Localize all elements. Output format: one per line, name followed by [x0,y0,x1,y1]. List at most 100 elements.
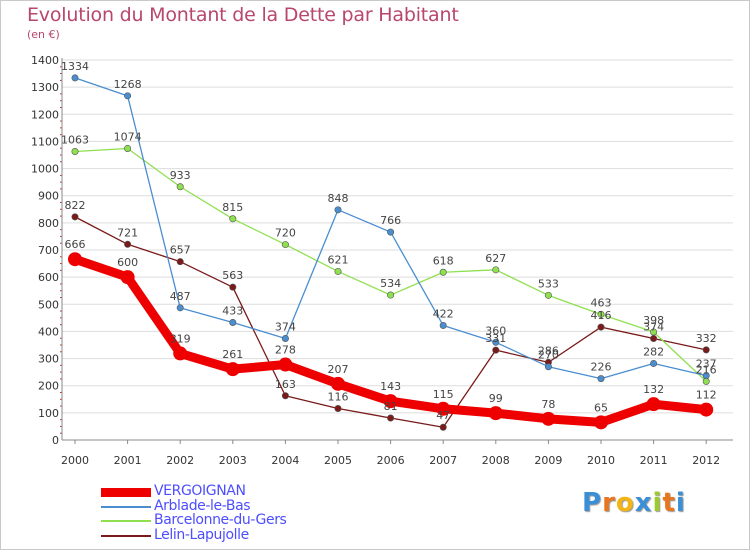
data-point [544,363,552,371]
y-tick-label: 200 [38,380,59,393]
data-point [124,144,132,152]
data-label: 822 [65,199,86,212]
legend-swatch [101,534,151,537]
data-label: 112 [696,389,717,402]
y-tick-label: 300 [38,353,59,366]
data-point [229,318,237,326]
x-tick-label: 2000 [61,454,89,467]
data-point [650,359,658,367]
data-label: 1334 [61,60,89,73]
data-label: 99 [489,392,503,405]
data-point [278,357,293,372]
data-label: 270 [538,349,559,362]
data-label: 657 [170,244,191,257]
data-label: 433 [222,304,243,317]
data-label: 720 [275,227,296,240]
data-label: 65 [594,401,608,414]
data-point [229,215,237,223]
x-tick-label: 2011 [640,454,668,467]
data-label: 226 [591,361,612,374]
data-label: 319 [170,332,191,345]
data-point [334,206,342,214]
y-tick-label: 900 [38,190,59,203]
data-label: 422 [433,307,454,320]
data-point [699,402,714,417]
y-tick-label: 400 [38,325,59,338]
data-label: 360 [485,324,506,337]
data-point [544,291,552,299]
proxiti-logo: Proxiti [582,488,686,518]
x-tick-label: 2003 [219,454,247,467]
data-label: 374 [275,320,296,333]
data-point [71,147,79,155]
y-tick-label: 1400 [31,54,59,67]
legend-swatch [101,520,151,522]
data-point [650,334,658,342]
data-point [439,268,447,276]
logo-letter: t [662,488,676,518]
data-point [383,394,398,409]
data-label: 115 [433,388,454,401]
legend-label: Lelin-Lapujolle [154,526,249,543]
data-label: 143 [380,380,401,393]
y-tick-label: 500 [38,298,59,311]
data-point [594,415,608,430]
data-point [439,423,447,431]
grid-layer [62,59,733,414]
data-point [597,310,605,318]
x-tick-label: 2009 [534,454,562,467]
data-point [650,328,658,336]
data-point [334,405,342,413]
logo-letter: i [652,488,663,518]
x-tick-label: 2012 [692,454,720,467]
data-point [71,74,79,82]
data-label: 207 [328,363,349,376]
data-point [646,397,661,412]
legend-swatch [101,488,151,497]
data-point [124,240,132,248]
data-point [702,372,710,380]
data-label: 278 [275,344,296,357]
y-tick-label: 800 [38,217,59,230]
data-label: 533 [538,277,559,290]
y-tick-label: 600 [38,271,59,284]
logo-letter: r [602,488,616,518]
data-point [387,291,395,299]
data-point [281,241,289,249]
data-point [71,213,79,221]
data-point [492,338,500,346]
data-label: 766 [380,214,401,227]
y-tick-label: 700 [38,244,59,257]
legend-label: VERGOIGNAN [154,483,246,499]
data-label: 374 [643,320,664,333]
chart-title: Evolution du Montant de la Dette par Hab… [27,4,459,26]
data-label: 261 [222,348,243,361]
data-label: 848 [328,192,349,205]
data-point [334,267,342,275]
x-tick-label: 2007 [429,454,457,467]
data-point [436,401,451,416]
data-point [387,228,395,236]
data-label: 331 [485,332,506,345]
data-label: 721 [117,226,138,239]
data-point [387,414,395,422]
x-tick-label: 2001 [114,454,142,467]
logo-letter: P [582,488,603,518]
data-point [176,183,184,191]
data-label: 933 [170,169,191,182]
logo-letter: o [615,488,635,518]
data-label: 563 [222,269,243,282]
data-point [492,346,500,354]
data-point [597,323,605,331]
x-tick-label: 2008 [482,454,510,467]
data-label: 332 [696,332,717,345]
data-point [597,375,605,383]
data-label: 237 [696,358,717,371]
x-tick-label: 2005 [324,454,352,467]
logo-letter: x [634,488,653,518]
y-tick-label: 1100 [31,135,59,148]
data-label: 463 [591,296,612,309]
data-label: 666 [65,238,86,251]
chart-unit-label: (en €) [27,28,60,41]
